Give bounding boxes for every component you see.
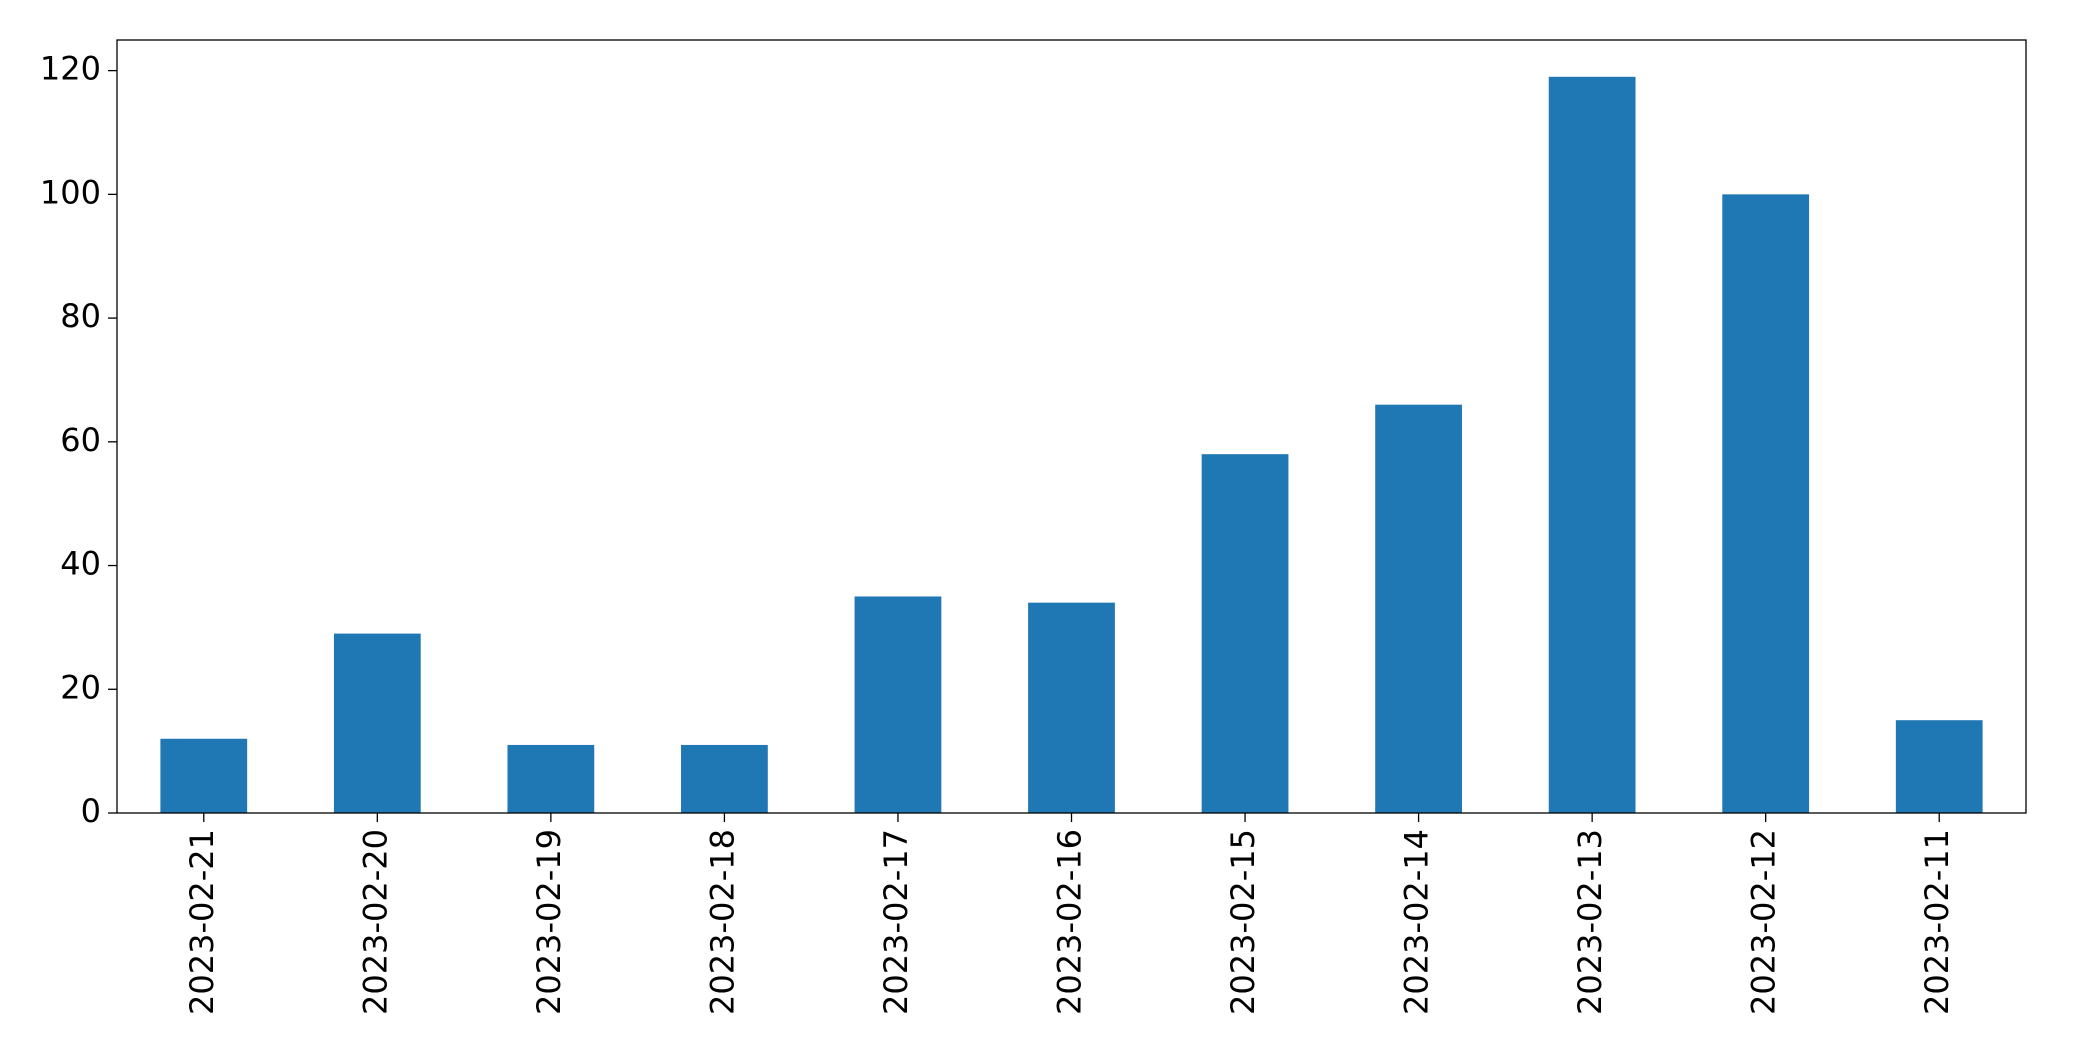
x-tick-label: 2023-02-12 (1745, 829, 1783, 1015)
x-tick-label: 2023-02-11 (1918, 829, 1956, 1015)
x-tick-label: 2023-02-13 (1571, 829, 1609, 1015)
bar (1722, 194, 1810, 813)
plot-frame (116, 39, 2027, 814)
x-tick-label: 2023-02-20 (356, 829, 394, 1015)
bar (1548, 76, 1636, 814)
x-tick-label: 2023-02-14 (1398, 829, 1436, 1015)
x-tick-label: 2023-02-16 (1051, 829, 1089, 1015)
bar (1028, 602, 1115, 813)
y-tick-label: 100 (40, 173, 101, 211)
bar (854, 596, 942, 813)
y-tick-label: 0 (81, 792, 101, 830)
y-tick-label: 40 (60, 545, 101, 583)
x-tick-label: 2023-02-15 (1224, 829, 1262, 1015)
y-tick-label: 80 (60, 297, 101, 335)
y-tick-label: 20 (60, 668, 101, 706)
bar (1375, 404, 1462, 813)
bar (507, 744, 595, 813)
bar (681, 744, 768, 813)
y-tick-label: 120 (40, 50, 101, 88)
x-tick-label: 2023-02-18 (703, 829, 741, 1015)
y-tick-label: 60 (60, 421, 101, 459)
bar (160, 738, 248, 813)
x-tick-label: 2023-02-17 (877, 829, 915, 1015)
x-tick-label: 2023-02-19 (530, 829, 568, 1015)
x-tick-label: 2023-02-21 (183, 829, 221, 1015)
bar (1895, 720, 1983, 813)
bar (333, 633, 421, 813)
bar (1201, 454, 1289, 813)
